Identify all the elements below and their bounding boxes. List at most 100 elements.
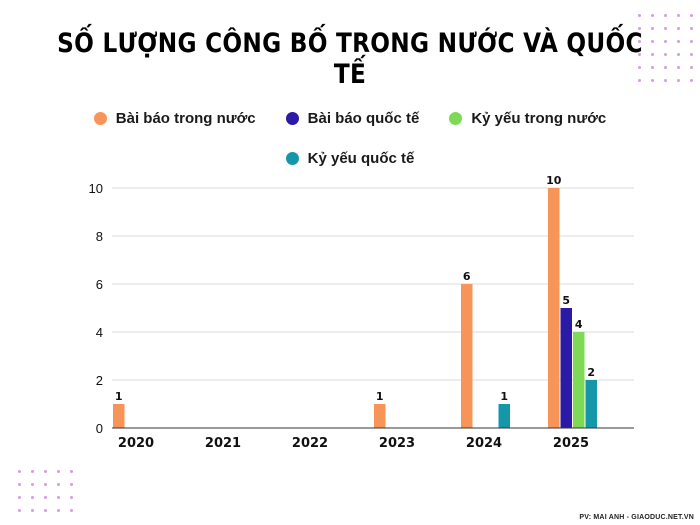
data-label: 5 bbox=[562, 294, 570, 307]
data-label: 1 bbox=[115, 390, 123, 403]
decorative-dot bbox=[690, 14, 693, 17]
bar bbox=[498, 404, 510, 428]
bar bbox=[585, 380, 597, 428]
bar bbox=[573, 332, 585, 428]
decorative-dot bbox=[70, 496, 73, 499]
decorative-dot bbox=[664, 40, 667, 43]
y-tick-label: 0 bbox=[96, 421, 103, 436]
x-tick-label: 2023 bbox=[379, 436, 415, 451]
decorative-dot bbox=[677, 79, 680, 82]
legend-label-international-articles: Bài báo quốc tế bbox=[307, 110, 420, 127]
legend-item-domestic-proceedings: Kỷ yếu trong nước bbox=[449, 110, 606, 127]
data-label: 4 bbox=[575, 318, 583, 331]
decorative-dot bbox=[57, 483, 60, 486]
credit-text: PV: MAI ANH - GIAODUC.NET.VN bbox=[579, 514, 694, 521]
decorative-dot bbox=[31, 470, 34, 473]
y-tick-label: 2 bbox=[96, 373, 103, 388]
x-tick-label: 2021 bbox=[205, 436, 241, 451]
decorative-dot bbox=[18, 496, 21, 499]
bar bbox=[113, 404, 125, 428]
x-tick-label: 2022 bbox=[292, 436, 328, 451]
data-label: 1 bbox=[376, 390, 384, 403]
bar bbox=[560, 308, 572, 428]
legend-swatch-international-articles bbox=[285, 112, 299, 125]
legend-label-international-proceedings: Kỷ yếu quốc tế bbox=[307, 150, 415, 167]
x-axis-ticks: 2020 2021 2022 2023 2024 2025 bbox=[118, 436, 589, 451]
legend-item-domestic-articles: Bài báo trong nước bbox=[93, 110, 256, 127]
bars bbox=[113, 188, 597, 428]
y-tick-label: 8 bbox=[96, 229, 103, 244]
decorative-dot bbox=[651, 40, 654, 43]
decorative-dot bbox=[651, 79, 654, 82]
decorative-dot bbox=[690, 27, 693, 30]
decorative-dot bbox=[31, 509, 34, 512]
decorative-dot bbox=[31, 483, 34, 486]
decorative-dots-bottom-left bbox=[18, 470, 78, 525]
decorative-dot bbox=[638, 14, 641, 17]
decorative-dot bbox=[664, 53, 667, 56]
decorative-dot bbox=[31, 496, 34, 499]
decorative-dot bbox=[44, 470, 47, 473]
y-axis-ticks: 0 2 4 6 8 10 bbox=[89, 181, 103, 436]
legend-swatch-domestic-articles bbox=[93, 112, 107, 125]
decorative-dot bbox=[44, 483, 47, 486]
decorative-dot bbox=[677, 27, 680, 30]
legend-item-international-proceedings: Kỷ yếu quốc tế bbox=[285, 150, 415, 167]
decorative-dot bbox=[651, 53, 654, 56]
decorative-dot bbox=[690, 66, 693, 69]
decorative-dot bbox=[651, 66, 654, 69]
decorative-dot bbox=[664, 27, 667, 30]
legend-label-domestic-proceedings: Kỷ yếu trong nước bbox=[471, 110, 607, 127]
decorative-dot bbox=[57, 496, 60, 499]
legend-swatch-domestic-proceedings bbox=[449, 112, 463, 125]
decorative-dot bbox=[690, 40, 693, 43]
decorative-dot bbox=[638, 53, 641, 56]
decorative-dot bbox=[44, 496, 47, 499]
decorative-dot bbox=[638, 40, 641, 43]
legend-swatch-international-proceedings bbox=[285, 152, 299, 165]
decorative-dot bbox=[638, 79, 641, 82]
bar bbox=[461, 284, 473, 428]
decorative-dot bbox=[70, 509, 73, 512]
data-label: 6 bbox=[463, 270, 471, 283]
decorative-dot bbox=[690, 79, 693, 82]
legend-row-1: Bài báo trong nước Bài báo quốc tế Kỷ yế… bbox=[0, 110, 700, 127]
bar bbox=[548, 188, 560, 428]
decorative-dot bbox=[664, 79, 667, 82]
decorative-dot bbox=[664, 66, 667, 69]
decorative-dot bbox=[664, 14, 667, 17]
decorative-dot bbox=[70, 470, 73, 473]
decorative-dot bbox=[18, 470, 21, 473]
y-tick-label: 10 bbox=[89, 181, 103, 196]
data-label: 1 bbox=[500, 390, 508, 403]
decorative-dot bbox=[70, 483, 73, 486]
decorative-dot bbox=[651, 14, 654, 17]
chart-title: SỐ LƯỢNG CÔNG BỐ TRONG NƯỚC VÀ QUỐC TẾ bbox=[57, 28, 643, 90]
decorative-dot bbox=[638, 27, 641, 30]
legend-row-2: Kỷ yếu quốc tế bbox=[0, 150, 700, 167]
data-label: 10 bbox=[546, 174, 562, 187]
decorative-dot bbox=[18, 483, 21, 486]
decorative-dot bbox=[690, 53, 693, 56]
legend-item-international-articles: Bài báo quốc tế bbox=[285, 110, 420, 127]
x-tick-label: 2024 bbox=[466, 436, 502, 451]
grid-lines bbox=[112, 187, 634, 381]
decorative-dot bbox=[677, 66, 680, 69]
x-tick-label: 2025 bbox=[553, 436, 589, 451]
decorative-dot bbox=[677, 53, 680, 56]
y-tick-label: 6 bbox=[96, 277, 103, 292]
decorative-dot bbox=[57, 509, 60, 512]
decorative-dot bbox=[57, 470, 60, 473]
decorative-dot bbox=[18, 509, 21, 512]
decorative-dot bbox=[638, 66, 641, 69]
decorative-dot bbox=[44, 509, 47, 512]
decorative-dot bbox=[677, 14, 680, 17]
decorative-dot bbox=[651, 27, 654, 30]
decorative-dot bbox=[677, 40, 680, 43]
bar bbox=[374, 404, 386, 428]
data-label: 2 bbox=[587, 366, 595, 379]
decorative-dots-top-right bbox=[638, 14, 698, 94]
legend-label-domestic-articles: Bài báo trong nước bbox=[115, 110, 256, 127]
